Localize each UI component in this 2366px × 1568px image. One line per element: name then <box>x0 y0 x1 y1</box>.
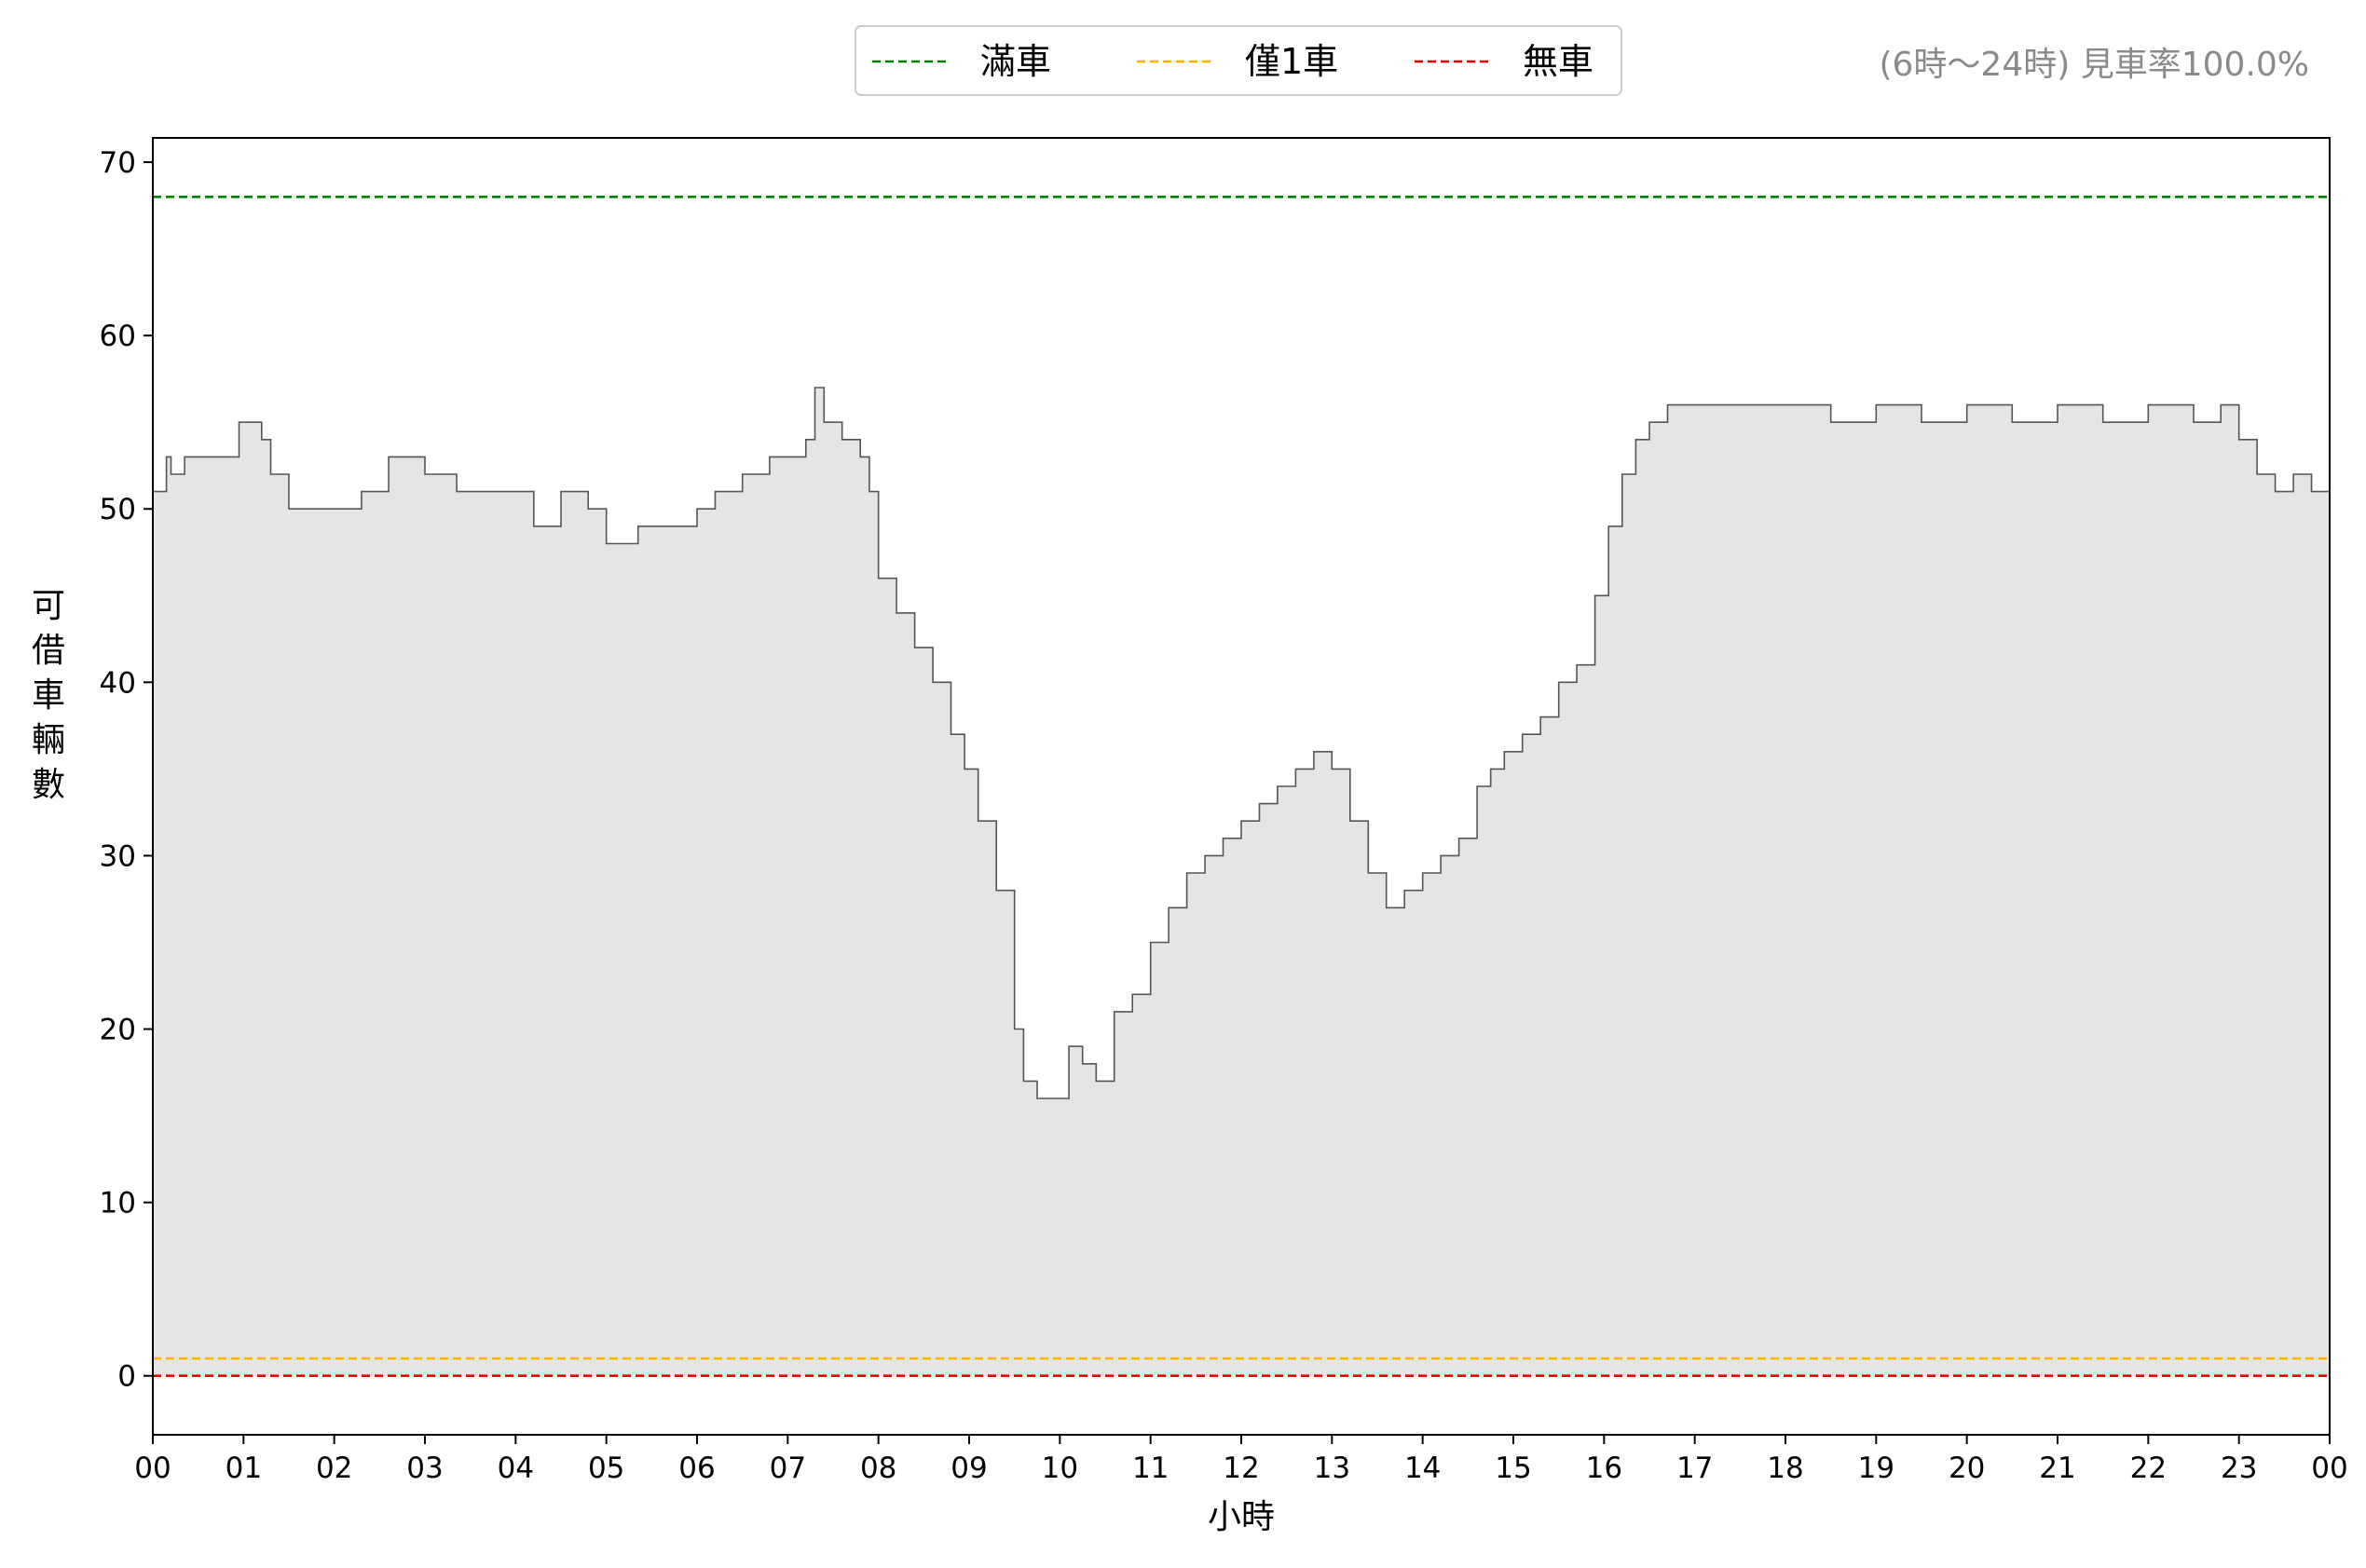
x-tick-label-22: 22 <box>2130 1452 2167 1485</box>
x-tick-label-8: 08 <box>860 1452 896 1485</box>
y-tick-label-20: 20 <box>100 1014 136 1047</box>
x-tick-label-9: 09 <box>951 1452 987 1485</box>
legend-label-0: 滿車 <box>980 41 1051 82</box>
y-tick-label-70: 70 <box>100 146 136 180</box>
y-axis: 0 10 20 30 40 50 60 70 <box>100 146 153 1394</box>
x-tick-label-24: 00 <box>2311 1452 2347 1485</box>
x-tick-label-11: 11 <box>1132 1452 1169 1485</box>
legend-label-1: 僅1車 <box>1245 41 1338 82</box>
x-tick-label-3: 03 <box>406 1452 443 1485</box>
x-tick-label-21: 21 <box>2039 1452 2075 1485</box>
x-tick-label-7: 07 <box>770 1452 806 1485</box>
x-tick-label-19: 19 <box>1858 1452 1894 1485</box>
series-area-fill <box>153 388 2330 1376</box>
x-tick-label-6: 06 <box>678 1452 715 1485</box>
x-tick-label-15: 15 <box>1495 1452 1531 1485</box>
y-axis-title: 可借車輛數 <box>32 587 65 804</box>
x-tick-label-12: 12 <box>1223 1452 1259 1485</box>
y-tick-label-30: 30 <box>100 839 136 873</box>
x-tick-label-20: 20 <box>1949 1452 1985 1485</box>
y-tick-label-0: 0 <box>117 1360 136 1394</box>
x-tick-label-13: 13 <box>1314 1452 1350 1485</box>
y-tick-label-60: 60 <box>100 320 136 353</box>
legend-label-2: 無車 <box>1523 41 1593 82</box>
x-tick-label-18: 18 <box>1767 1452 1803 1485</box>
x-tick-label-10: 10 <box>1042 1452 1078 1485</box>
legend-box <box>855 25 1622 96</box>
x-tick-label-0: 00 <box>134 1452 171 1485</box>
series-line <box>153 387 2330 1099</box>
x-tick-label-1: 01 <box>226 1452 262 1485</box>
x-tick-label-14: 14 <box>1404 1452 1441 1485</box>
x-tick-label-16: 16 <box>1586 1452 1622 1485</box>
x-tick-label-5: 05 <box>588 1452 624 1485</box>
availability-note: (6時〜24時) 見車率100.0% <box>1879 46 2309 84</box>
y-tick-label-40: 40 <box>100 666 136 700</box>
x-axis: 00 01 02 03 04 05 06 07 08 09 10 11 12 13 14 15 16 17 18 19… <box>134 1435 2348 1485</box>
plot-area <box>153 387 2330 1376</box>
reference-lines <box>153 195 2330 1378</box>
legend: 滿車 僅1車 無車 <box>855 25 1622 96</box>
x-tick-label-23: 23 <box>2221 1452 2257 1485</box>
y-tick-label-10: 10 <box>100 1187 136 1220</box>
y-tick-label-50: 50 <box>100 493 136 526</box>
x-axis-title: 小時 <box>1208 1498 1275 1536</box>
x-tick-label-17: 17 <box>1676 1452 1713 1485</box>
x-tick-label-2: 02 <box>316 1452 352 1485</box>
x-tick-label-4: 04 <box>498 1452 534 1485</box>
